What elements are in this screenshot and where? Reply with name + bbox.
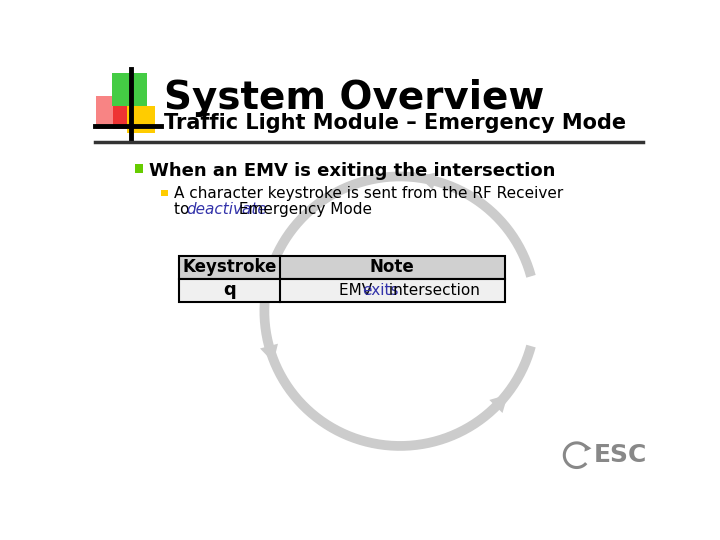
Polygon shape [490,395,508,413]
Text: to: to [174,202,194,217]
Text: System Overview: System Overview [164,79,544,117]
Polygon shape [585,444,591,451]
Text: Emergency Mode: Emergency Mode [234,202,372,217]
Text: When an EMV is exiting the intersection: When an EMV is exiting the intersection [149,162,555,180]
FancyBboxPatch shape [96,96,113,130]
Text: intersection: intersection [384,283,480,298]
FancyBboxPatch shape [96,96,130,130]
FancyBboxPatch shape [112,72,148,106]
Text: exits: exits [362,283,399,298]
FancyBboxPatch shape [179,256,505,279]
Text: q: q [223,281,236,299]
Text: EMV: EMV [339,283,377,298]
Polygon shape [260,343,278,362]
Text: Traffic Light Module – Emergency Mode: Traffic Light Module – Emergency Mode [164,112,626,132]
Text: Note: Note [370,258,415,276]
Text: A character keystroke is sent from the RF Receiver: A character keystroke is sent from the R… [174,186,563,201]
Text: ESC: ESC [594,443,647,467]
Text: deactivate: deactivate [186,202,267,217]
FancyBboxPatch shape [127,106,155,132]
Polygon shape [418,172,438,190]
FancyBboxPatch shape [135,164,143,173]
FancyBboxPatch shape [179,279,505,302]
Text: Keystroke: Keystroke [182,258,276,276]
FancyBboxPatch shape [161,190,168,197]
